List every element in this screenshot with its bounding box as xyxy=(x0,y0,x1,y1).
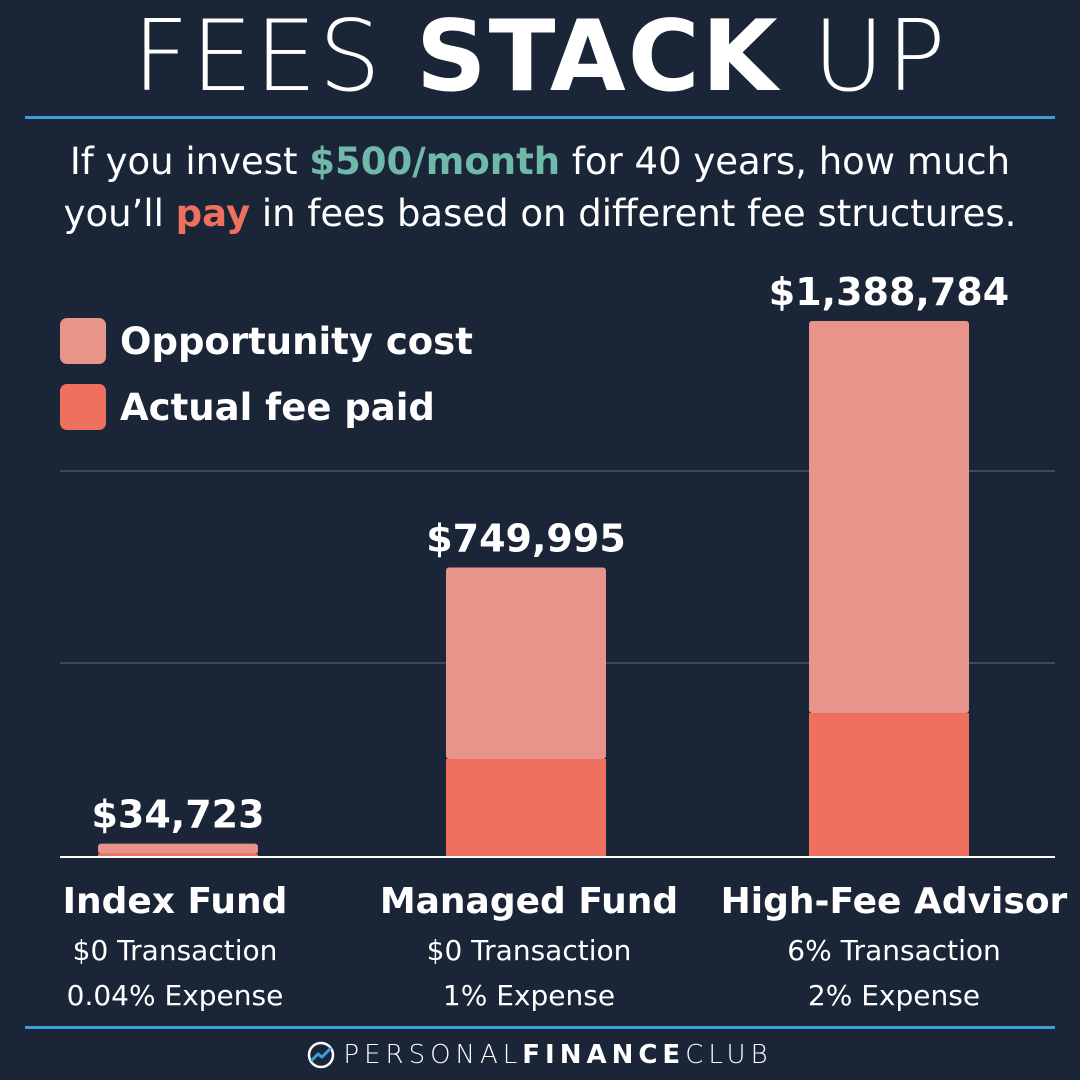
bar-segment-actual-fee-paid xyxy=(98,853,258,857)
chart-trend-logo-icon xyxy=(308,1041,335,1069)
legend-swatch-actual-fee xyxy=(60,384,106,430)
category-label-managed-fund: Managed Fund $0 Transaction 1% Expense xyxy=(349,876,709,1018)
bar-segment-opportunity-cost xyxy=(98,843,258,854)
bar-segment-actual-fee-paid xyxy=(446,758,606,857)
bar-segment-opportunity-cost xyxy=(809,321,969,714)
bar-segment-opportunity-cost xyxy=(446,567,606,759)
title-word-1: FEES xyxy=(132,0,383,114)
category-name: High-Fee Advisor xyxy=(720,881,1068,922)
subtitle-part-2: for 40 years, how much you’ll xyxy=(63,140,1011,235)
category-name: Managed Fund xyxy=(379,881,679,922)
legend-item-opportunity-cost: Opportunity cost xyxy=(60,308,473,374)
top-divider xyxy=(25,116,1055,119)
page-title: FEES STACK UP xyxy=(0,4,1080,110)
chart-legend: Opportunity cost Actual fee paid xyxy=(60,308,473,440)
category-label-high-fee-advisor: High-Fee Advisor 6% Transaction 2% Expen… xyxy=(714,876,1074,1018)
brand-word-club: CLUB xyxy=(685,1040,773,1070)
brand-footer: PERSONAL FINANCE CLUB xyxy=(0,1036,1080,1074)
subtitle: If you invest $500/month for 40 years, h… xyxy=(30,136,1050,240)
category-name: Index Fund xyxy=(62,881,288,922)
brand-word-personal: PERSONAL xyxy=(343,1040,523,1070)
legend-label: Actual fee paid xyxy=(120,385,435,429)
legend-swatch-opportunity-cost xyxy=(60,318,106,364)
brand-word-finance: FINANCE xyxy=(522,1040,686,1070)
category-expense: 0.04% Expense xyxy=(66,979,284,1012)
legend-label: Opportunity cost xyxy=(120,319,473,363)
legend-item-actual-fee: Actual fee paid xyxy=(60,374,473,440)
category-expense: 1% Expense xyxy=(442,979,616,1012)
bottom-divider xyxy=(25,1026,1055,1029)
category-label-index-fund: Index Fund $0 Transaction 0.04% Expense xyxy=(0,876,355,1018)
category-expense: 2% Expense xyxy=(807,979,981,1012)
title-word-2: STACK xyxy=(416,0,780,114)
subtitle-amount: $500/month xyxy=(309,140,561,183)
category-transaction: 6% Transaction xyxy=(787,934,1001,967)
subtitle-pay: pay xyxy=(175,192,251,235)
bar-segment-actual-fee-paid xyxy=(809,713,969,857)
category-transaction: $0 Transaction xyxy=(426,934,632,967)
bar-total-label: $1,388,784 xyxy=(769,270,1009,314)
bar-total-label: $34,723 xyxy=(91,793,264,837)
category-transaction: $0 Transaction xyxy=(72,934,278,967)
bar-total-label: $749,995 xyxy=(426,517,626,561)
subtitle-part-1: If you invest xyxy=(69,140,310,183)
subtitle-part-3: in fees based on different fee structure… xyxy=(250,192,1017,235)
title-word-3: UP xyxy=(812,0,948,114)
